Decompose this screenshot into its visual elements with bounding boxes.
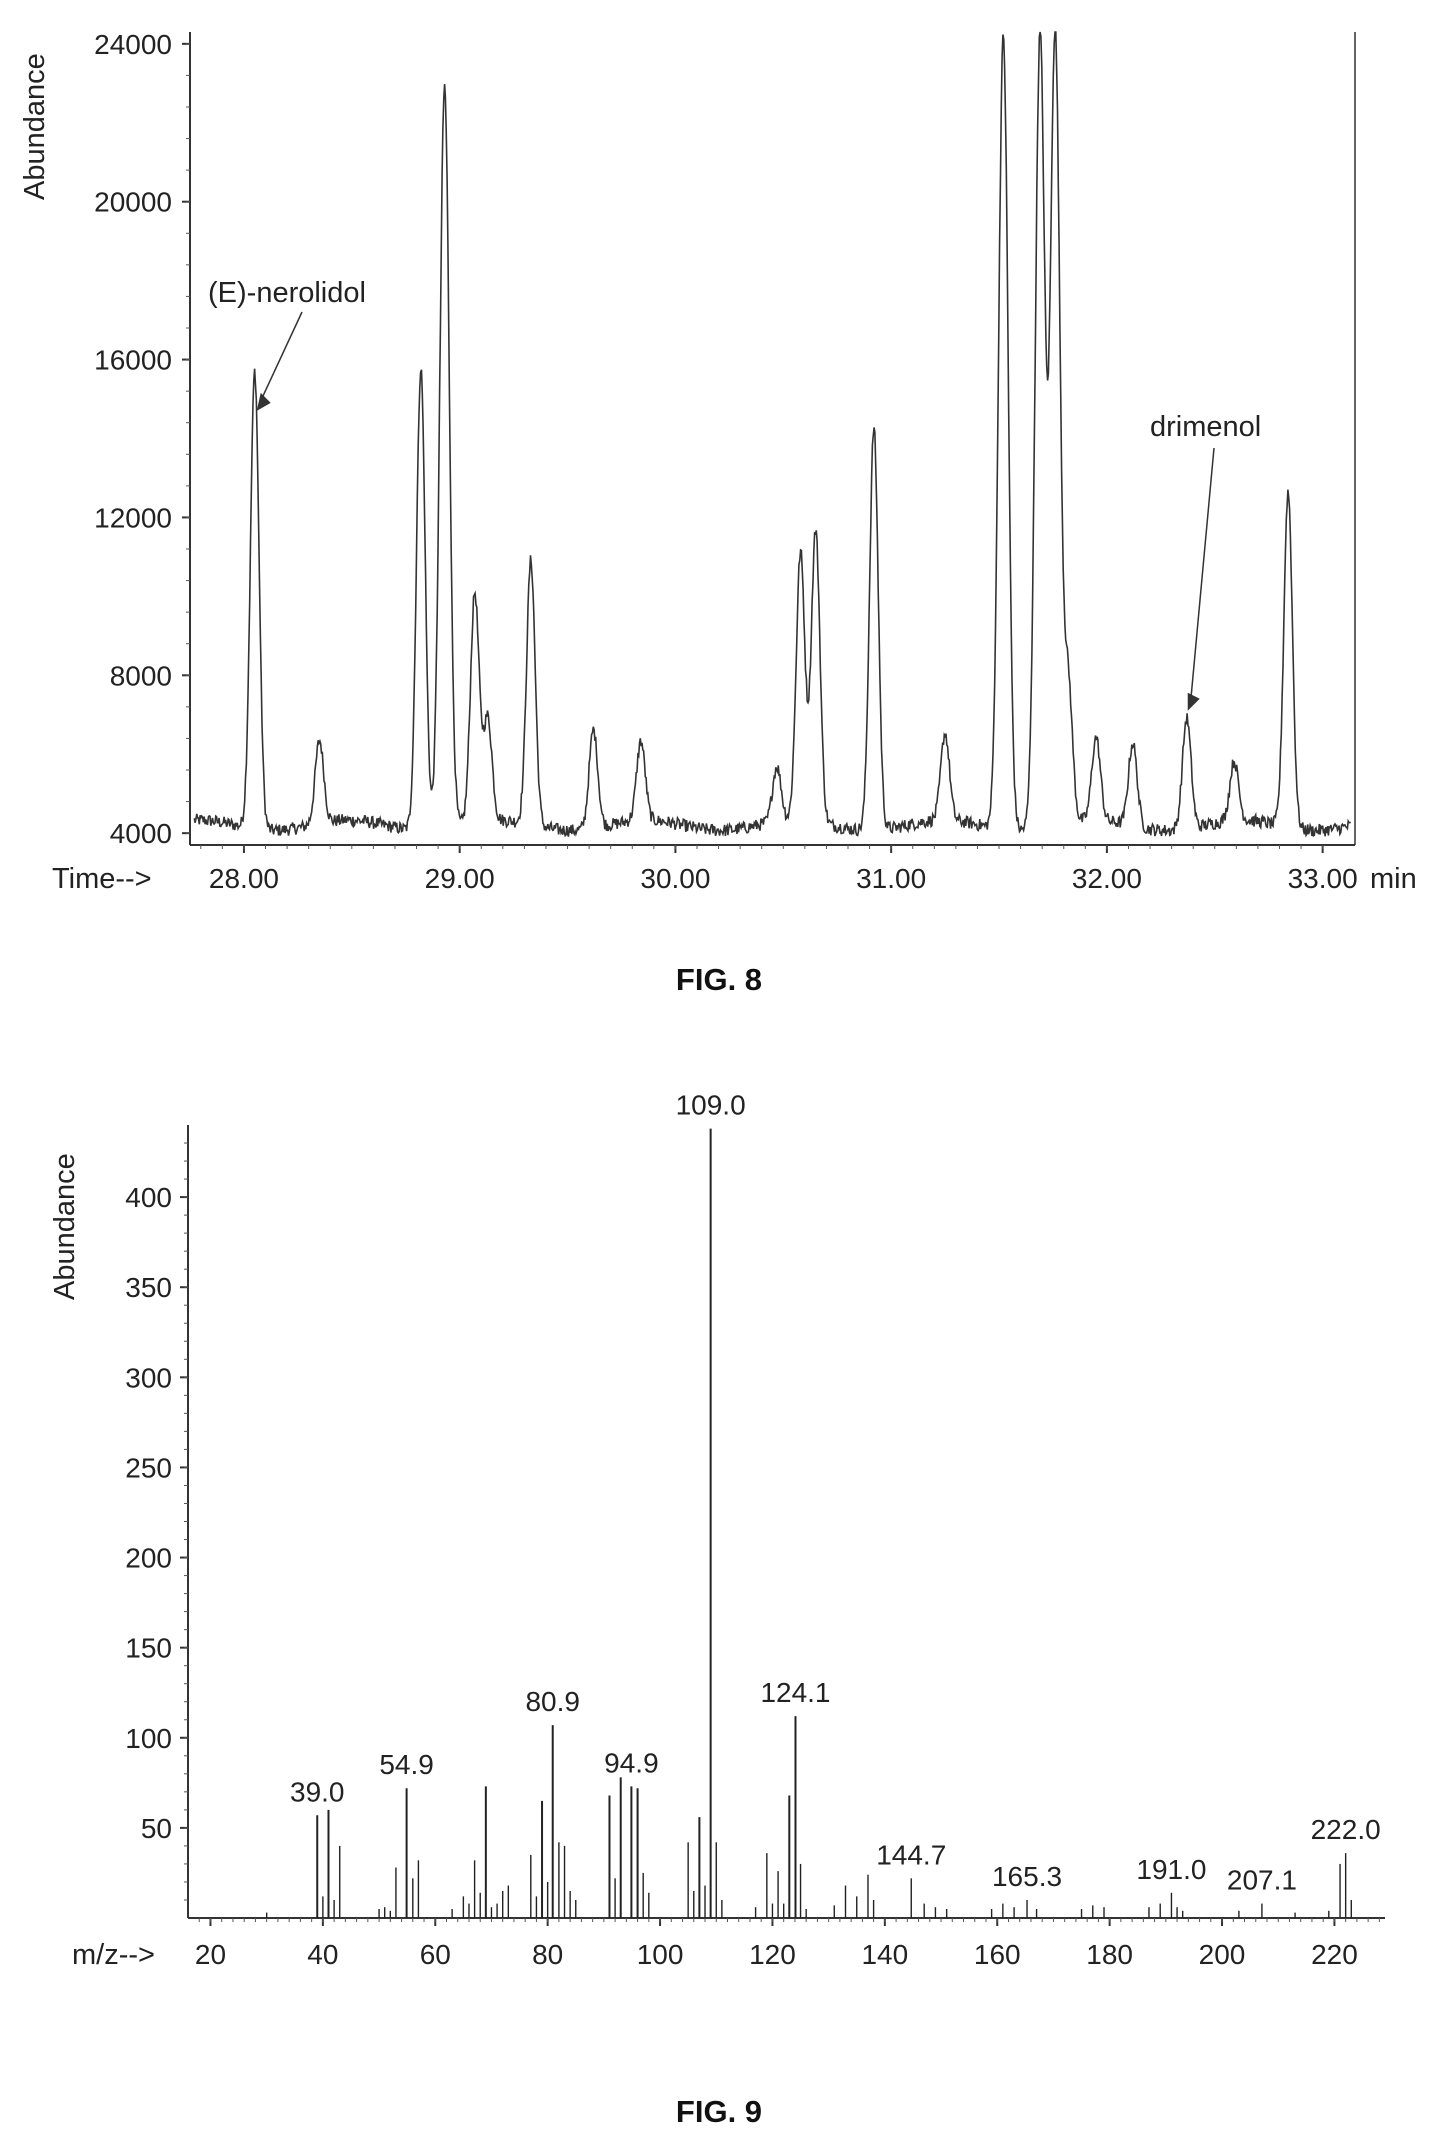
fig9-ytick-label: 50 xyxy=(141,1813,172,1844)
fig8-xtick-label: 29.00 xyxy=(425,863,495,894)
fig9-peak-label: 191.0 xyxy=(1136,1854,1206,1885)
fig8-x-unit: min xyxy=(1370,863,1417,895)
fig9-xtick-label: 80 xyxy=(532,1939,563,1970)
fig8-xtick-label: 32.00 xyxy=(1072,863,1142,894)
fig9-xtick-label: 40 xyxy=(307,1939,338,1970)
fig9-peak-label: 144.7 xyxy=(876,1839,946,1870)
fig8-ytick-label: 24000 xyxy=(94,29,172,60)
fig9-peak-label: 80.9 xyxy=(525,1686,580,1717)
fig8-annotation-arrow xyxy=(1189,447,1215,701)
fig9-xtick-label: 180 xyxy=(1086,1939,1133,1970)
fig9-peak-label: 207.1 xyxy=(1227,1865,1297,1896)
fig8-annotation-arrow xyxy=(260,311,303,402)
fig9-peak-label: 124.1 xyxy=(760,1677,830,1708)
fig9-ytick-label: 150 xyxy=(125,1633,172,1664)
fig8-ytick-label: 16000 xyxy=(94,345,172,376)
fig9-ytick-label: 250 xyxy=(125,1452,172,1483)
fig8-xtick-label: 30.00 xyxy=(640,863,710,894)
fig9-caption: FIG. 9 xyxy=(676,2094,762,2129)
fig8-trace-line xyxy=(193,31,1351,838)
fig9-xlabel: m/z--> xyxy=(72,1939,155,1971)
fig8-xtick-label: 33.00 xyxy=(1288,863,1358,894)
fig8-ytick-label: 4000 xyxy=(110,818,172,849)
fig8-chart: 4000 8000 12000 16000 20000 24000 28.00 29.00 3… xyxy=(19,29,1417,997)
fig9-xtick-label: 220 xyxy=(1311,1939,1358,1970)
fig9-xtick-label: 120 xyxy=(749,1939,796,1970)
fig9-peak-label: 109.0 xyxy=(676,1090,746,1121)
fig8-caption: FIG. 8 xyxy=(676,962,762,997)
fig9-ytick-label: 350 xyxy=(125,1272,172,1303)
fig9-peak-label: 165.3 xyxy=(992,1861,1062,1892)
fig8-ytick-label: 8000 xyxy=(110,660,172,691)
fig9-xtick-label: 140 xyxy=(861,1939,908,1970)
fig9-ytick-label: 100 xyxy=(125,1723,172,1754)
fig9-ylabel: Abundance xyxy=(49,1153,81,1300)
fig9-peak-label: 222.0 xyxy=(1311,1814,1381,1845)
fig8-annotation-label: drimenol xyxy=(1150,411,1261,443)
fig8-ytick-label: 20000 xyxy=(94,187,172,218)
fig8-annotation-label: (E)-nerolidol xyxy=(208,277,366,309)
fig9-ytick-label: 300 xyxy=(125,1362,172,1393)
fig9-xtick-label: 160 xyxy=(974,1939,1021,1970)
fig8-xtick-label: 28.00 xyxy=(209,863,279,894)
fig8-xlabel: Time--> xyxy=(52,863,152,895)
fig8-ytick-label: 12000 xyxy=(94,502,172,533)
fig9-ytick-label: 200 xyxy=(125,1543,172,1574)
fig9-xtick-label: 60 xyxy=(420,1939,451,1970)
fig8-xtick-label: 31.00 xyxy=(856,863,926,894)
fig9-xtick-label: 20 xyxy=(195,1939,226,1970)
fig8-ylabel: Abundance xyxy=(19,53,51,200)
fig9-peak-label: 39.0 xyxy=(290,1776,345,1807)
fig8-arrowhead xyxy=(256,392,271,411)
fig9-chart: 50 100 150 200 250 300 350 400 20 40 60 80 100 120 14… xyxy=(49,1090,1385,2129)
fig9-ytick-label: 400 xyxy=(125,1182,172,1213)
fig8-arrowhead xyxy=(1187,692,1200,711)
fig9-peak-label: 54.9 xyxy=(379,1749,434,1780)
fig9-xtick-label: 200 xyxy=(1199,1939,1246,1970)
fig9-xtick-label: 100 xyxy=(637,1939,684,1970)
fig9-peak-label: 94.9 xyxy=(604,1747,659,1778)
